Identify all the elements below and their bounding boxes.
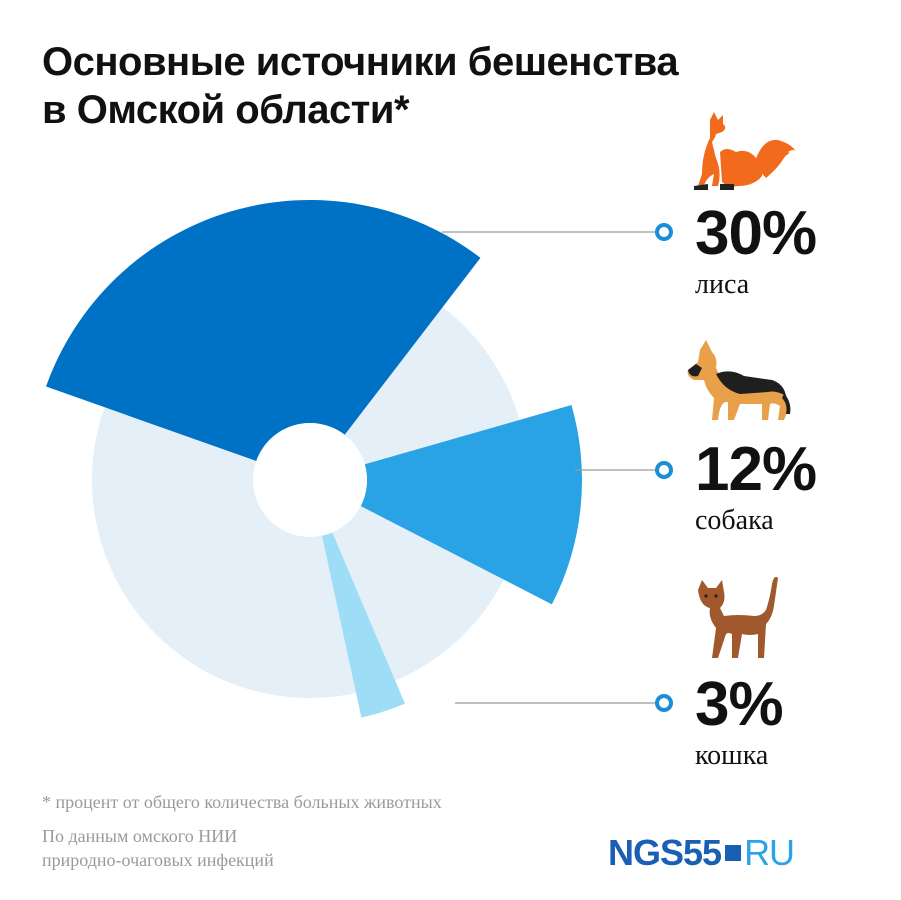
- chart-center-hole: [253, 423, 367, 537]
- slice-label-dog: собака: [695, 505, 774, 536]
- cat-icon: [698, 576, 778, 658]
- legend-entry-cat: 3% кошка: [695, 670, 784, 771]
- logo-text-ru: RU: [744, 832, 795, 873]
- source-line-1: По данным омского НИИ: [42, 826, 238, 846]
- footnote: * процент от общего количества больных ж…: [42, 792, 442, 812]
- logo-square-icon: [725, 845, 742, 861]
- fox-icon: [694, 112, 796, 190]
- slice-value-fox: 30%: [695, 199, 817, 268]
- slice-label-cat: кошка: [695, 740, 769, 771]
- title-line-2: в Омской области*: [42, 88, 410, 132]
- pie-slice-dog: [360, 405, 582, 605]
- title-line-1: Основные источники бешенства: [42, 40, 679, 84]
- source-line-2: природно-очаговых инфекций: [42, 850, 274, 870]
- slice-value-cat: 3%: [695, 670, 784, 739]
- leader-lines: [442, 223, 673, 712]
- data-source: По данным омского НИИ природно-очаговых …: [42, 824, 402, 872]
- legend-marker: [655, 223, 673, 241]
- ngs55-logo[interactable]: NGS55 RU: [608, 832, 795, 873]
- pie-slice-cat: [322, 532, 405, 718]
- chart-title: Основные источники бешенства в Омской об…: [42, 38, 762, 134]
- legend-marker: [655, 461, 673, 479]
- chart-slices: [46, 199, 582, 718]
- legend-entry-fox: 30% лиса: [695, 199, 817, 300]
- dog-icon: [687, 340, 791, 420]
- slice-value-dog: 12%: [695, 435, 817, 504]
- logo-text-ngs55: NGS55: [608, 832, 722, 873]
- pie-slice-fox: [46, 199, 481, 461]
- slice-label-fox: лиса: [695, 269, 750, 300]
- legend-entry-dog: 12% собака: [695, 435, 817, 536]
- legend-marker: [655, 694, 673, 712]
